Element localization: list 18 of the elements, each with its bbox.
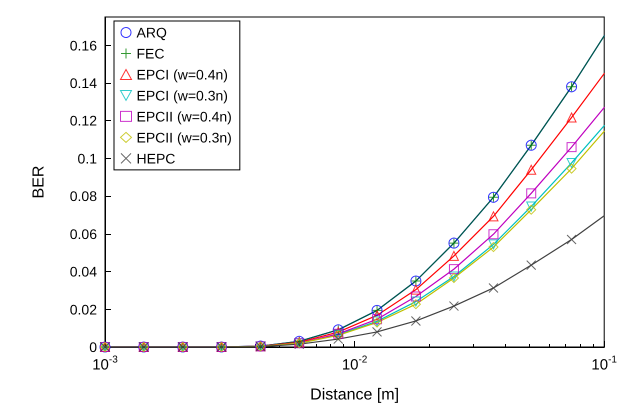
y-tick-label: 0.04 [70,264,98,280]
y-tick-label: 0.1 [78,150,98,166]
y-axis-title: BER [30,166,48,198]
legend-label: EPCII (w=0.4n) [136,108,232,124]
x-axis-title: Distance [m] [310,386,400,404]
legend-label: EPCII (w=0.3n) [136,129,232,146]
legend-label: EPCI (w=0.4n) [136,66,228,82]
legend-label: EPCI (w=0.3n) [136,87,228,104]
legend-label: FEC [136,46,164,62]
y-tick-label: 0.16 [70,37,98,54]
y-tick-label: 0.12 [70,112,98,129]
legend-label: ARQ [136,24,167,40]
y-tick-label: 0 [89,339,98,355]
y-tick-label: 0.06 [70,226,98,242]
y-tick-label: 0.02 [70,301,98,318]
y-tick-label: 0.08 [70,188,98,204]
y-tick-label: 0.14 [70,75,98,91]
legend-label: HEPC [136,150,176,166]
